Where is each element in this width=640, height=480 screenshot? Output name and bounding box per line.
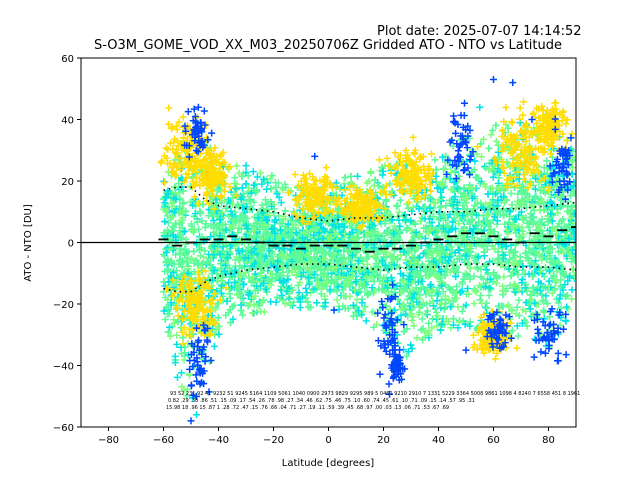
data-point [222,311,230,319]
data-point [492,121,500,129]
data-point [505,258,513,266]
data-point [523,322,531,330]
data-point [164,219,172,227]
data-point [295,295,303,303]
data-point [250,198,258,206]
data-point [508,201,516,209]
data-point [514,190,522,198]
data-point [376,267,384,275]
data-point [376,237,384,245]
data-point [422,300,430,308]
data-point [543,300,551,308]
data-point [261,284,269,292]
data-point [431,156,439,164]
data-point [201,247,209,255]
data-point [525,244,533,252]
data-point [239,311,246,319]
data-point [295,289,303,297]
data-point [555,299,563,307]
data-point [421,235,429,243]
chart-title: S-O3M_GOME_VOD_XX_M03_20250706Z Gridded … [94,38,562,53]
data-point [270,209,278,217]
plot-area [81,76,576,425]
data-point [557,276,565,284]
data-point [161,252,169,260]
data-point [198,217,206,225]
data-point [439,288,447,296]
data-point [433,308,441,316]
data-point [512,240,520,248]
data-point [489,126,497,134]
data-point [418,315,426,323]
data-point [252,180,260,188]
data-point [227,207,235,215]
data-point [403,352,411,360]
data-point [180,199,188,207]
data-point [485,292,493,300]
data-point [538,291,546,299]
data-point [161,315,169,323]
data-point [449,142,457,150]
data-point [477,291,485,299]
data-point [514,332,522,340]
data-point [485,144,493,152]
data-point [522,249,530,257]
data-point [539,296,547,304]
data-point [481,162,489,170]
plot-date: Plot date: 2025-07-07 14:14:52 [377,24,582,39]
data-point [538,215,546,223]
data-point [437,188,445,196]
data-point [290,298,298,306]
data-point [408,207,416,215]
data-point [407,341,415,349]
data-point [393,202,401,210]
data-point [164,296,172,304]
data-point [225,290,233,298]
data-point [261,196,269,204]
data-point [543,157,551,165]
data-point [302,284,310,292]
data-point [190,248,198,256]
data-point [503,284,511,292]
data-point [172,251,180,259]
data-point [274,179,282,187]
data-point [183,392,191,400]
data-point [182,240,190,248]
data-point [277,199,285,207]
data-point [394,213,402,221]
scatter-points [157,76,576,425]
data-point [370,277,378,285]
data-point [557,304,565,312]
data-point [515,296,523,304]
data-point [442,216,450,224]
data-point [287,216,295,224]
data-point [404,225,412,233]
data-point [507,189,515,197]
data-point [449,298,457,306]
data-point [433,315,441,323]
data-point [413,334,421,342]
data-point [425,319,433,327]
data-point [378,163,386,171]
data-point [341,174,349,182]
data-point [396,196,404,204]
data-point [458,307,466,315]
